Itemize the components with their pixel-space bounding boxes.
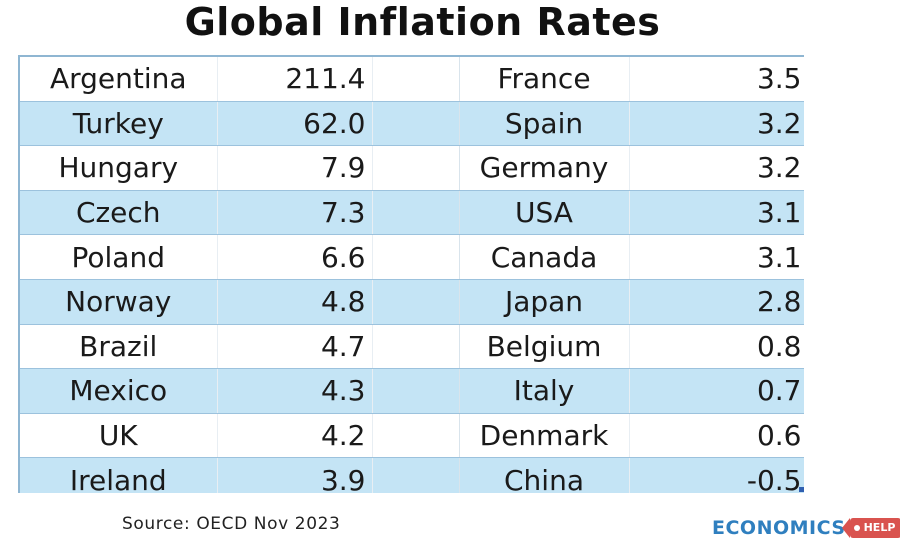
spacer-cell (372, 101, 460, 147)
logo-tag-text: HELP (863, 521, 896, 534)
table-resize-handle[interactable] (799, 487, 804, 492)
value-left-cell: 4.8 (217, 279, 373, 325)
value-right-cell: 0.8 (629, 324, 804, 370)
country-left-cell: Hungary (20, 145, 218, 191)
value-left-cell: 4.2 (217, 413, 373, 459)
value-right-cell: 3.2 (629, 145, 804, 191)
inflation-table: Argentina 211.4 France 3.5 Turkey 62.0 Spain 3.… (18, 55, 804, 493)
value-right-cell: 0.6 (629, 413, 804, 459)
country-left-cell: Argentina (20, 57, 218, 102)
spacer-cell (372, 57, 460, 102)
value-left-cell: 7.3 (217, 190, 373, 236)
country-left-cell: Brazil (20, 324, 218, 370)
spacer-cell (372, 190, 460, 236)
value-right-cell: 2.8 (629, 279, 804, 325)
chart-title: Global Inflation Rates (184, 0, 661, 44)
table-row: Czech 7.3 USA 3.1 (20, 190, 804, 236)
spacer-cell (372, 368, 460, 414)
table-row: Brazil 4.7 Belgium 0.8 (20, 324, 804, 370)
country-left-cell: Mexico (20, 368, 218, 414)
value-right-cell: 3.1 (629, 190, 804, 236)
value-right-cell: -0.5 (629, 457, 804, 493)
table-row: Hungary 7.9 Germany 3.2 (20, 145, 804, 191)
value-right-cell: 3.5 (629, 57, 804, 102)
country-right-cell: Canada (459, 234, 630, 280)
spacer-cell (372, 457, 460, 493)
country-left-cell: UK (20, 413, 218, 459)
country-right-cell: USA (459, 190, 630, 236)
country-left-cell: Ireland (20, 457, 218, 493)
value-right-cell: 3.1 (629, 234, 804, 280)
value-left-cell: 3.9 (217, 457, 373, 493)
country-right-cell: Japan (459, 279, 630, 325)
value-left-cell: 62.0 (217, 101, 373, 147)
country-right-cell: Denmark (459, 413, 630, 459)
table-row: Ireland 3.9 China -0.5 (20, 457, 804, 493)
logo-tag: HELP (841, 518, 900, 538)
source-note: Source: OECD Nov 2023 (122, 514, 341, 534)
value-left-cell: 4.3 (217, 368, 373, 414)
country-left-cell: Poland (20, 234, 218, 280)
economics-help-logo: ECONOMICS HELP (712, 514, 900, 542)
country-right-cell: Belgium (459, 324, 630, 370)
value-left-cell: 7.9 (217, 145, 373, 191)
spacer-cell (372, 413, 460, 459)
tag-hole-icon (853, 525, 860, 531)
value-left-cell: 6.6 (217, 234, 373, 280)
table-row: Norway 4.8 Japan 2.8 (20, 279, 804, 325)
country-left-cell: Turkey (20, 101, 218, 147)
value-right-cell: 0.7 (629, 368, 804, 414)
country-left-cell: Norway (20, 279, 218, 325)
spacer-cell (372, 234, 460, 280)
country-right-cell: China (459, 457, 630, 493)
table-row: Argentina 211.4 France 3.5 (20, 57, 804, 102)
country-right-cell: Italy (459, 368, 630, 414)
logo-text: ECONOMICS (712, 517, 846, 539)
table-row: Turkey 62.0 Spain 3.2 (20, 101, 804, 147)
country-right-cell: Germany (459, 145, 630, 191)
value-right-cell: 3.2 (629, 101, 804, 147)
value-left-cell: 4.7 (217, 324, 373, 370)
spacer-cell (372, 145, 460, 191)
country-left-cell: Czech (20, 190, 218, 236)
table-row: Mexico 4.3 Italy 0.7 (20, 368, 804, 414)
spacer-cell (372, 279, 460, 325)
spacer-cell (372, 324, 460, 370)
country-right-cell: France (459, 57, 630, 102)
country-right-cell: Spain (459, 101, 630, 147)
table-row: Poland 6.6 Canada 3.1 (20, 234, 804, 280)
table-row: UK 4.2 Denmark 0.6 (20, 413, 804, 459)
value-left-cell: 211.4 (217, 57, 373, 102)
